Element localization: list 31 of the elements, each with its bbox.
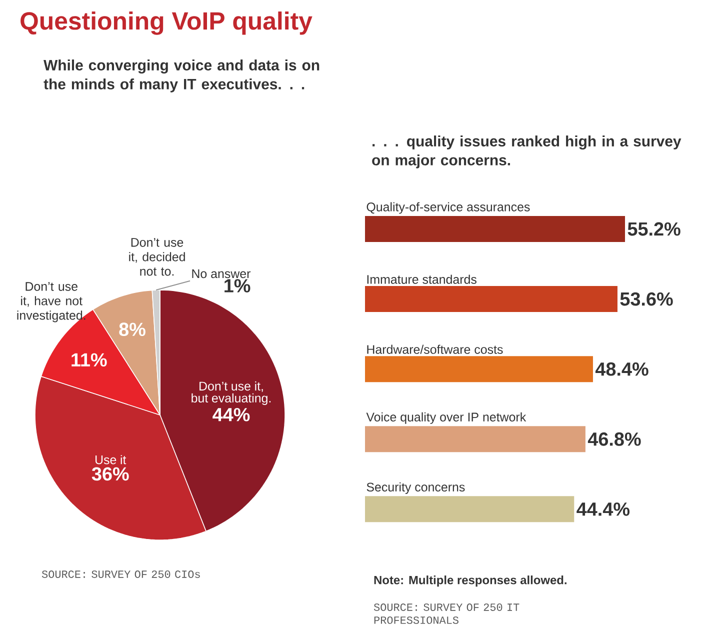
chart-title: Questioning VoIP quality xyxy=(20,12,312,35)
data-label: 46.8% xyxy=(588,432,641,446)
slice-label: Don’t use it, have not investigated. xyxy=(17,282,86,322)
y-tick-label: Hardware/software costs xyxy=(367,344,503,354)
bar xyxy=(365,216,626,242)
data-label: 1% xyxy=(224,279,250,292)
source-note: SOURCE: SURVEY OF 250 IT PROFESSIONALS xyxy=(374,604,520,624)
slice-label: Don’t use it, but evaluating. xyxy=(192,381,271,405)
data-label: 48.4% xyxy=(595,362,648,376)
source-note: SOURCE: SURVEY OF 250 CIOs xyxy=(42,570,200,578)
data-label: 8% xyxy=(119,322,146,336)
y-tick-label: Immature standards xyxy=(367,274,476,284)
slice-label: Use it xyxy=(95,455,126,464)
y-tick-label: Security concerns xyxy=(366,482,465,494)
bar xyxy=(365,426,586,452)
data-label: 11% xyxy=(72,353,107,367)
y-tick-label: Voice quality over IP network xyxy=(366,412,526,424)
slice-label: Don’t use it, decided not to. xyxy=(129,238,185,276)
chart-subtitle: While converging voice and data is on the minds of many IT executives. . . xyxy=(44,60,320,92)
bar xyxy=(365,356,593,382)
bar xyxy=(365,286,618,312)
bar xyxy=(365,496,574,522)
data-label: 53.6% xyxy=(620,292,673,306)
text: Note: Multiple responses allowed. xyxy=(374,576,566,587)
data-label: 44% xyxy=(212,408,250,422)
data-label: 55.2% xyxy=(628,222,680,236)
data-label: 36% xyxy=(92,467,129,481)
data-label: 44.4% xyxy=(576,502,630,516)
chart-title: . . . quality issues ranked high in a survey on major concerns. xyxy=(372,136,682,168)
slice-label: No answer xyxy=(192,269,250,278)
y-tick-label: Quality-of-service assurances xyxy=(366,202,530,214)
